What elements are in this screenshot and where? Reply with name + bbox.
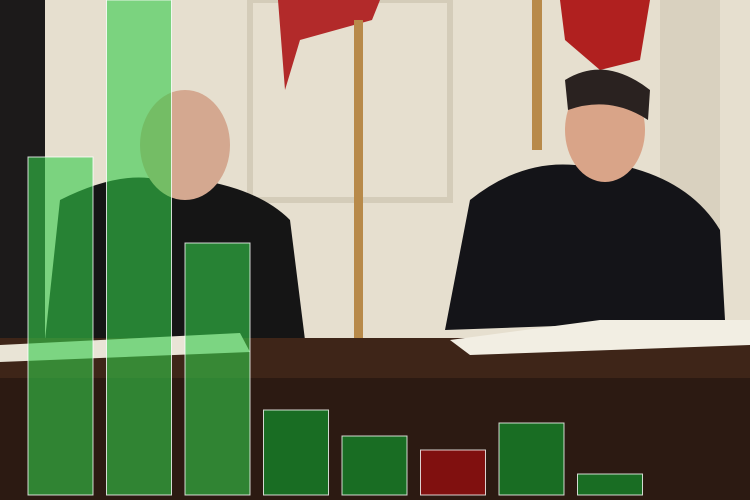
bar	[341, 435, 408, 496]
bar	[27, 156, 94, 496]
bar	[498, 422, 565, 496]
bar	[263, 409, 329, 496]
bar	[577, 473, 643, 496]
bar	[420, 449, 486, 496]
bar	[106, 0, 172, 496]
bar	[184, 242, 251, 496]
